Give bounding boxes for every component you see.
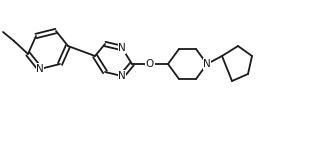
Text: N: N [118,71,126,81]
Text: N: N [118,43,126,53]
Text: O: O [146,59,154,69]
Text: N: N [203,59,211,69]
Text: N: N [36,64,44,74]
